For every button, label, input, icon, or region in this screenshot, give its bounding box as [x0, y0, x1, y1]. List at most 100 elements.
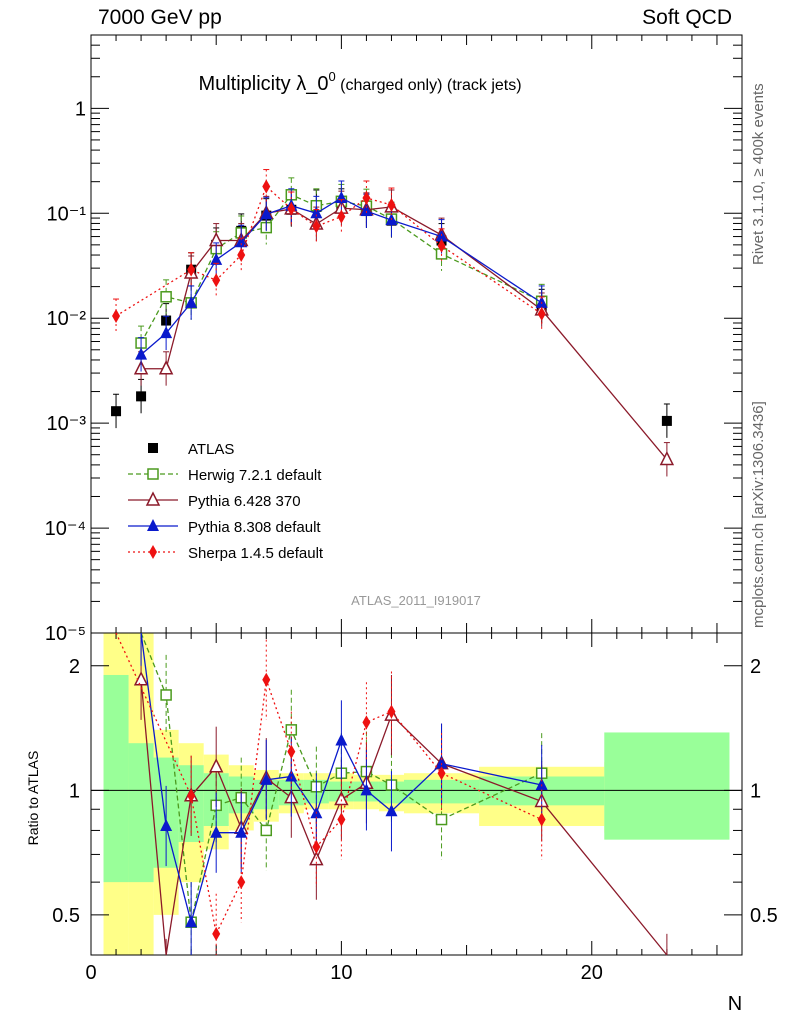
- ratio-point: [285, 769, 298, 782]
- ratio-point: [385, 804, 398, 817]
- ratio-tick-label: 2: [69, 656, 80, 678]
- ratio-point: [535, 778, 548, 791]
- data-point: [287, 201, 296, 216]
- ratio-point: [287, 744, 296, 759]
- y-tick-label: 10⁻²: [47, 308, 87, 330]
- ratio-point: [435, 756, 448, 769]
- x-tick-label: 20: [581, 962, 603, 984]
- legend-label: Pythia 8.308 default: [188, 519, 321, 536]
- ratio-point: [160, 818, 173, 831]
- ratio-point: [362, 715, 371, 730]
- legend-marker: [148, 443, 158, 453]
- ratio-line: [140, 679, 668, 956]
- data-point: [135, 347, 148, 360]
- ratio-point: [437, 766, 446, 781]
- ratio-point: [312, 839, 321, 854]
- x-tick-label: 0: [85, 962, 96, 984]
- data-point: [362, 190, 371, 205]
- ratio-tick-label: 1: [69, 780, 80, 802]
- series-line: [141, 206, 668, 460]
- data-point: [187, 262, 196, 277]
- data-point: [237, 248, 246, 263]
- data-point: [310, 206, 323, 219]
- data-point: [659, 450, 675, 466]
- data-point: [337, 209, 346, 224]
- data-point: [160, 326, 173, 339]
- legend-label: Herwig 7.2.1 default: [188, 467, 322, 484]
- data-point: [111, 406, 122, 417]
- y-tick-label: 1: [75, 98, 86, 120]
- legend-label: Pythia 6.428 370: [188, 493, 301, 510]
- ratio-point: [260, 772, 273, 785]
- legend-item: Pythia 6.428 370: [128, 491, 301, 510]
- legend-marker: [149, 545, 157, 559]
- data-point: [112, 308, 121, 323]
- y-tick-label: 10⁻⁴: [45, 518, 86, 540]
- ratio-tick-label-right: 0.5: [750, 905, 778, 927]
- ratio-point: [160, 689, 172, 701]
- data-point: [312, 219, 321, 234]
- ratio-point: [285, 724, 298, 736]
- legend-label: Sherpa 1.4.5 default: [188, 545, 324, 562]
- ratio-point: [360, 783, 373, 796]
- ratio-point: [435, 813, 448, 826]
- legend-marker: [145, 491, 161, 506]
- band-inner: [103, 674, 129, 883]
- ratio-point: [187, 788, 196, 803]
- ratio-point: [337, 812, 346, 827]
- ratio-axis-label: Ratio to ATLAS: [25, 751, 41, 846]
- analysis-label: ATLAS_2011_I919017: [351, 593, 481, 608]
- data-point: [158, 360, 174, 375]
- data-point: [235, 235, 248, 248]
- y-tick-label: 10⁻¹: [47, 203, 87, 225]
- series-group: [111, 169, 675, 956]
- band-inner: [604, 732, 730, 840]
- data-point: [185, 295, 198, 308]
- legend-item: Sherpa 1.4.5 default: [128, 545, 324, 562]
- data-point: [160, 291, 172, 303]
- x-tick-label: 10: [330, 962, 352, 984]
- ratio-tick-label-right: 1: [750, 780, 761, 802]
- ratio-point: [387, 704, 396, 719]
- ratio-point: [133, 671, 149, 686]
- tick-labels: 0 10 20 10⁻⁵ 10⁻⁴ 10⁻³ 10⁻² 10⁻¹ 1 0.5 0.5 1 1 2 2: [45, 98, 778, 984]
- legend-marker: [147, 519, 159, 531]
- ratio-point: [260, 824, 273, 837]
- header-right: Soft QCD: [642, 6, 732, 29]
- data-point: [437, 238, 446, 253]
- data-point: [262, 179, 271, 194]
- data-point: [210, 252, 223, 265]
- data-point: [537, 306, 546, 321]
- ratio-bands: [103, 633, 730, 955]
- ratio-point: [335, 733, 348, 746]
- band-inner: [128, 743, 154, 883]
- ratio-point: [210, 825, 223, 838]
- legend-label: ATLAS: [188, 441, 234, 458]
- ratio-point: [262, 672, 271, 687]
- ratio-tick-label: 0.5: [52, 905, 80, 927]
- data-point: [260, 207, 273, 220]
- data-point: [360, 204, 373, 217]
- header-left: 7000 GeV pp: [98, 6, 222, 29]
- ratio-line: [115, 632, 542, 936]
- ratio-point: [208, 758, 224, 773]
- legend: ATLAS Herwig 7.2.1 default Pythia 6.428 37…: [128, 441, 324, 562]
- series-4: [112, 169, 546, 955]
- axes: [90, 34, 743, 956]
- legend-item: ATLAS: [148, 441, 234, 458]
- y-tick-label: 10⁻⁵: [45, 623, 86, 645]
- data-point: [661, 415, 672, 426]
- ratio-point: [235, 825, 248, 838]
- x-axis-label: N: [728, 993, 742, 1015]
- ratio-point: [537, 812, 546, 827]
- data-point: [387, 197, 396, 212]
- ratio-point: [237, 875, 246, 890]
- data-point: [212, 273, 221, 288]
- legend-item: Herwig 7.2.1 default: [128, 467, 322, 484]
- ratio-point: [185, 915, 198, 928]
- legend-item: Pythia 8.308 default: [128, 519, 321, 536]
- y-tick-label: 10⁻³: [47, 413, 87, 435]
- series-line: [115, 185, 543, 317]
- data-point: [535, 295, 548, 308]
